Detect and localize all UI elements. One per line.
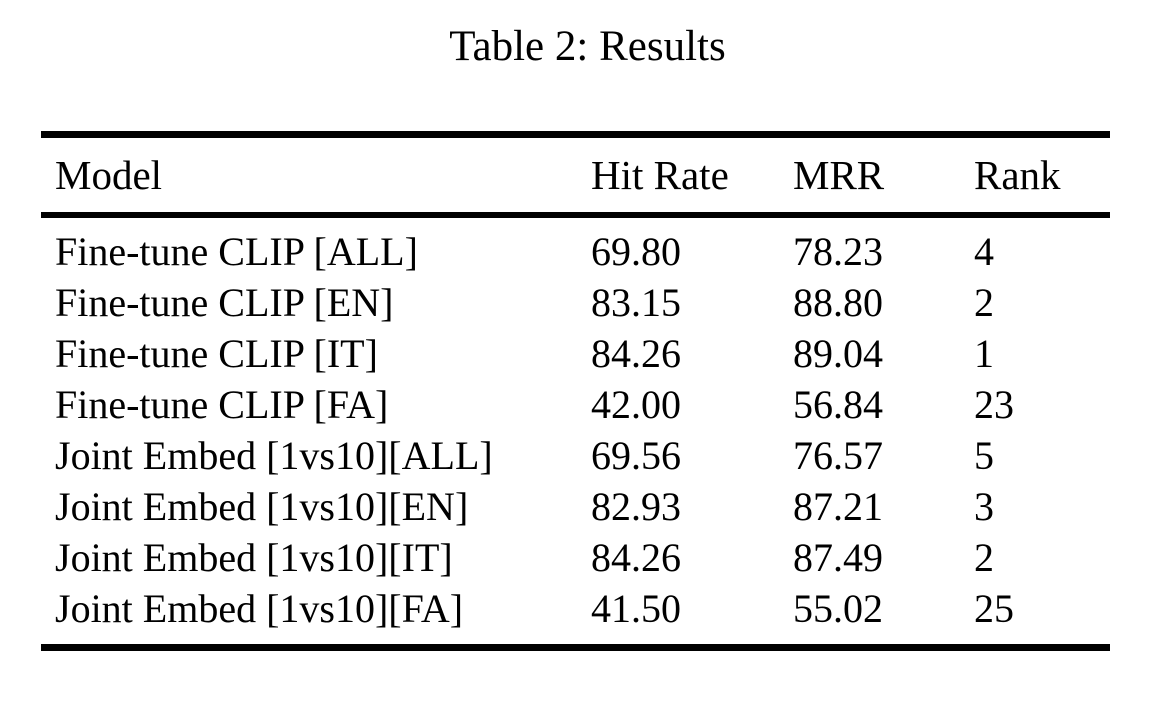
mrr-cell: 87.49: [793, 535, 883, 580]
hit-rate-cell: 41.50: [591, 586, 681, 631]
mrr-cell: 87.21: [793, 484, 883, 529]
table-caption: Table 2: Results: [449, 23, 726, 70]
hit-rate-cell: 83.15: [591, 280, 681, 325]
hit-rate-cell: 69.80: [591, 229, 681, 274]
rank-cell: 2: [974, 280, 994, 325]
model-cell: Fine-tune CLIP [EN]: [55, 280, 394, 325]
mrr-cell: 56.84: [793, 382, 883, 427]
table-header-row: Model Hit Rate MRR Rank: [41, 138, 1110, 212]
table-row: Fine-tune CLIP [IT] 84.26 89.04 1: [41, 328, 1110, 379]
table-row: Fine-tune CLIP [EN] 83.15 88.80 2: [41, 277, 1110, 328]
column-header-rank: Rank: [974, 152, 1061, 198]
rank-cell: 1: [974, 331, 994, 376]
rank-cell: 3: [974, 484, 994, 529]
column-header-model: Model: [55, 152, 163, 198]
mrr-cell: 76.57: [793, 433, 883, 478]
column-header-hit-rate: Hit Rate: [591, 152, 729, 198]
mrr-cell: 78.23: [793, 229, 883, 274]
model-cell: Joint Embed [1vs10][EN]: [55, 484, 469, 529]
table-row: Fine-tune CLIP [ALL] 69.80 78.23 4: [41, 226, 1110, 277]
rank-cell: 4: [974, 229, 994, 274]
column-header-mrr: MRR: [793, 152, 885, 198]
hit-rate-cell: 82.93: [591, 484, 681, 529]
model-cell: Fine-tune CLIP [ALL]: [55, 229, 418, 274]
model-cell: Fine-tune CLIP [IT]: [55, 331, 378, 376]
rank-cell: 2: [974, 535, 994, 580]
model-cell: Fine-tune CLIP [FA]: [55, 382, 389, 427]
table-row: Joint Embed [1vs10][FA] 41.50 55.02 25: [41, 583, 1110, 634]
rank-cell: 23: [974, 382, 1014, 427]
mrr-cell: 89.04: [793, 331, 883, 376]
hit-rate-cell: 69.56: [591, 433, 681, 478]
results-table: Model Hit Rate MRR Rank Fine-tune CLIP […: [41, 131, 1110, 651]
hit-rate-cell: 42.00: [591, 382, 681, 427]
model-cell: Joint Embed [1vs10][ALL]: [55, 433, 493, 478]
table-bottom-rule: [41, 644, 1110, 651]
table-header-rule: [41, 212, 1110, 218]
hit-rate-cell: 84.26: [591, 331, 681, 376]
hit-rate-cell: 84.26: [591, 535, 681, 580]
rank-cell: 5: [974, 433, 994, 478]
table-row: Joint Embed [1vs10][EN] 82.93 87.21 3: [41, 481, 1110, 532]
rank-cell: 25: [974, 586, 1014, 631]
mrr-cell: 88.80: [793, 280, 883, 325]
mrr-cell: 55.02: [793, 586, 883, 631]
model-cell: Joint Embed [1vs10][FA]: [55, 586, 464, 631]
table-top-rule: [41, 131, 1110, 138]
table-body: Fine-tune CLIP [ALL] 69.80 78.23 4 Fine-…: [41, 218, 1110, 644]
table-row: Fine-tune CLIP [FA] 42.00 56.84 23: [41, 379, 1110, 430]
table-row: Joint Embed [1vs10][IT] 84.26 87.49 2: [41, 532, 1110, 583]
model-cell: Joint Embed [1vs10][IT]: [55, 535, 453, 580]
table-row: Joint Embed [1vs10][ALL] 69.56 76.57 5: [41, 430, 1110, 481]
